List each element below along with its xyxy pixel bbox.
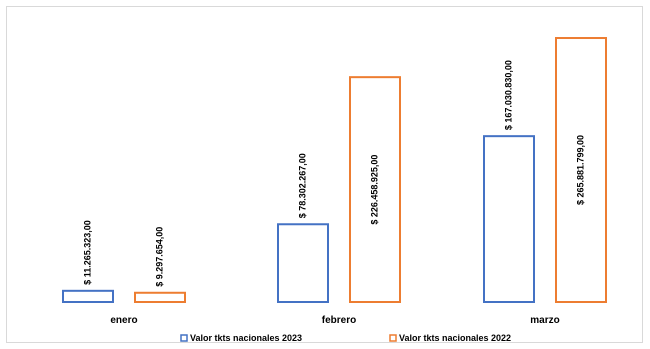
data-label-febrero-series-2: $ 226.458.925,00 bbox=[369, 155, 379, 225]
legend-item-2: Valor tkts nacionales 2022 bbox=[389, 333, 511, 343]
category-label-febrero: febrero bbox=[322, 315, 356, 326]
bar-marzo-series-1 bbox=[483, 135, 535, 303]
legend-item-1: Valor tkts nacionales 2023 bbox=[180, 333, 302, 343]
data-label-febrero-series-1: $ 78.302.267,00 bbox=[297, 153, 307, 218]
bar-marzo-series-2 bbox=[555, 37, 607, 303]
legend-label-1: Valor tkts nacionales 2023 bbox=[190, 333, 302, 343]
bar-enero-series-1 bbox=[62, 289, 114, 304]
data-label-marzo-series-1: $ 167.030.830,00 bbox=[503, 60, 513, 130]
bars-layer bbox=[62, 37, 607, 304]
legend-swatch-2 bbox=[389, 334, 397, 342]
data-label-enero-series-2: $ 9.297.654,00 bbox=[154, 227, 164, 287]
data-label-enero-series-1: $ 11.265.323,00 bbox=[82, 220, 92, 285]
category-labels-layer: enero febrero marzo bbox=[110, 315, 559, 326]
chart-frame bbox=[6, 6, 643, 343]
category-label-marzo: marzo bbox=[530, 315, 559, 326]
data-label-marzo-series-2: $ 265.881.799,00 bbox=[575, 135, 585, 205]
legend-swatch-1 bbox=[180, 334, 188, 342]
bar-febrero-series-1 bbox=[277, 223, 329, 303]
category-label-enero: enero bbox=[110, 315, 137, 326]
bar-febrero-series-2 bbox=[349, 76, 401, 303]
bar-enero-series-2 bbox=[134, 291, 186, 304]
data-labels-layer: $ 11.265.323,00 $ 9.297.654,00 $ 78.302.26… bbox=[82, 60, 585, 287]
legend: Valor tkts nacionales 2023 Valor tkts nac… bbox=[180, 333, 511, 343]
legend-label-2: Valor tkts nacionales 2022 bbox=[399, 333, 511, 343]
